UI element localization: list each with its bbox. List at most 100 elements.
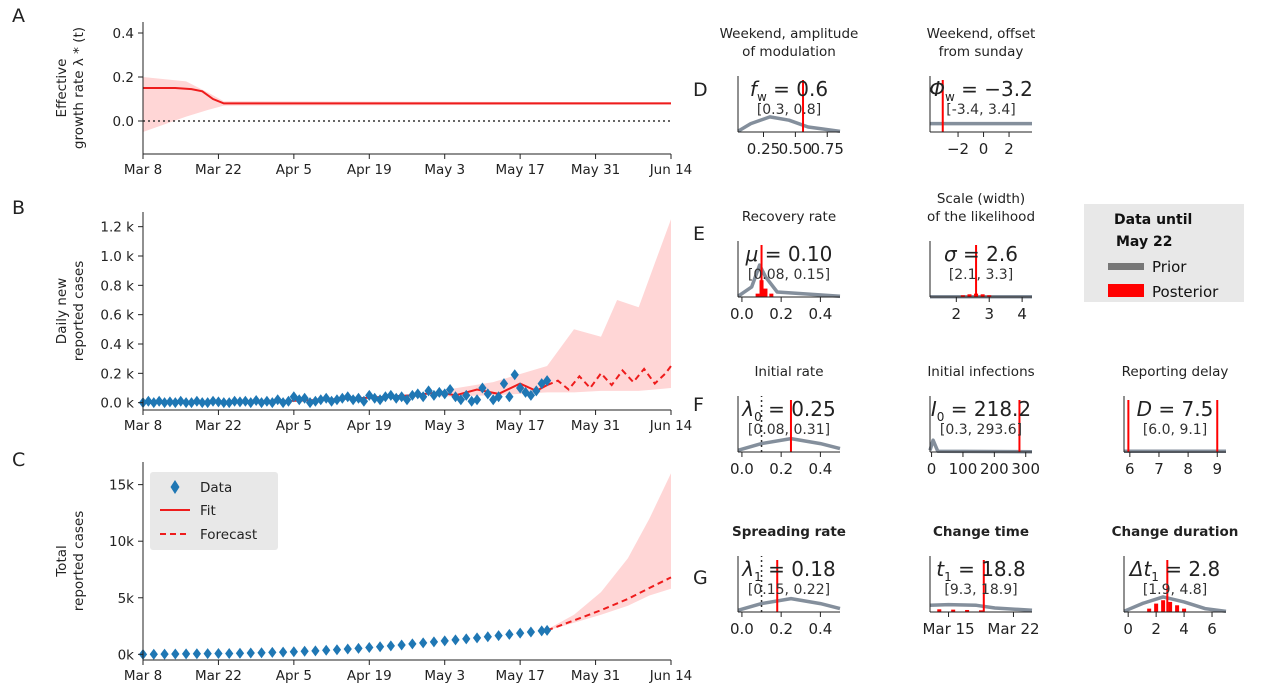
x-tick-label: Apr 19	[347, 418, 392, 434]
data-point	[386, 640, 395, 652]
y-axis-label: Effective	[54, 59, 70, 118]
data-point	[257, 397, 266, 409]
posterior-bar	[1168, 601, 1173, 612]
x-tick-label: Mar 8	[124, 162, 162, 178]
data-point	[327, 395, 336, 407]
data-point	[408, 389, 417, 401]
forecast-line	[546, 576, 672, 632]
data-point	[526, 626, 536, 638]
legend-data-label: Data	[200, 480, 232, 496]
posterior-panels: D E F G Weekend, amplitude of modulation fw = …	[693, 26, 1238, 638]
x-tick-label: Apr 19	[347, 162, 392, 178]
x-tick-label: May 3	[424, 162, 465, 178]
x-tick-label: Mar 8	[124, 668, 162, 684]
posterior-bar	[980, 294, 985, 297]
x-tick-label: May 17	[495, 162, 544, 178]
data-point	[219, 397, 228, 409]
y-tick-label: 15k	[109, 478, 134, 494]
data-point	[187, 397, 196, 409]
data-point	[160, 648, 169, 660]
prior-curve	[737, 263, 841, 299]
panel-title: Recovery rate	[742, 209, 836, 225]
data-point	[472, 632, 482, 644]
x-tick-label: May 31	[571, 418, 620, 434]
credible-interval: [2.1, 3.3]	[949, 267, 1013, 283]
data-point	[257, 647, 266, 659]
posterior-bar	[965, 609, 970, 612]
x-tick-label: 0.4	[808, 620, 832, 638]
data-point	[262, 395, 272, 407]
y-tick-label: 0.6 k	[100, 308, 134, 324]
posterior-bar	[1154, 603, 1159, 612]
x-tick-label: 0.2	[769, 620, 793, 638]
row-letter-e: E	[693, 223, 705, 245]
prior-curve	[929, 602, 1033, 613]
data-point	[300, 392, 309, 404]
data-point	[408, 638, 417, 650]
parameter-value: D = 7.5	[1137, 397, 1214, 421]
data-point	[424, 385, 433, 397]
data-point	[316, 394, 325, 406]
y-tick-label: 0.0 k	[100, 396, 134, 412]
data-point	[311, 395, 320, 407]
data-point	[171, 397, 180, 409]
x-tick-label: May 3	[424, 418, 465, 434]
x-tick-label: Mar 22	[987, 620, 1039, 638]
x-tick-label: Apr 5	[276, 162, 312, 178]
data-point	[483, 388, 492, 400]
x-tick-label: 0.0	[730, 620, 754, 638]
y-tick-label: 0.8 k	[100, 278, 134, 294]
parameter-value: λ0 = 0.25	[741, 397, 836, 424]
x-tick-label: 2	[1151, 620, 1161, 638]
data-point	[516, 627, 525, 639]
x-tick-label: 0.75	[811, 140, 844, 158]
posterior-bar	[1161, 600, 1166, 612]
x-tick-label: 0.0	[730, 460, 754, 478]
prior-curve	[737, 115, 841, 134]
prior-curve	[737, 596, 841, 612]
x-tick-label: 0.4	[808, 460, 832, 478]
data-point	[165, 396, 175, 408]
x-tick-label: May 31	[571, 162, 620, 178]
parameter-value: fw = 0.6	[750, 77, 828, 104]
posterior-bar	[937, 609, 942, 612]
fit-line	[143, 87, 671, 105]
y-tick-label: 0.4 k	[100, 337, 134, 353]
data-point	[467, 395, 476, 407]
posterior-bar	[951, 609, 956, 612]
x-tick-label: 6	[1125, 460, 1135, 478]
data-point	[429, 636, 439, 648]
data-point	[214, 648, 223, 660]
x-tick-label: 3	[984, 305, 994, 323]
row-letter-d: D	[693, 79, 708, 101]
parameter-value: Δt1 = 2.8	[1128, 557, 1220, 584]
panel-title: Initial infections	[927, 364, 1034, 380]
data-point	[419, 637, 428, 649]
x-tick-label: 100	[949, 460, 978, 478]
data-point	[397, 639, 406, 651]
x-tick-label: Mar 8	[124, 418, 162, 434]
data-point	[359, 395, 369, 407]
data-point	[235, 647, 245, 659]
data-point	[419, 391, 428, 403]
x-tick-label: Apr 19	[347, 668, 392, 684]
data-point	[144, 395, 153, 407]
data-point	[516, 382, 525, 394]
parameter-value: λ1 = 0.18	[741, 557, 836, 584]
x-tick-label: Jun 14	[649, 418, 693, 434]
data-point	[532, 385, 541, 397]
panel-change-duration: Change duration Δt1 = 2.8[1.9, 4.8] 0 2 4 6	[1112, 524, 1239, 638]
data-point	[241, 395, 250, 407]
panel-c: C Mar 8 Mar 22 Apr 5 Apr 19 May 3 May 17 May 31…	[12, 449, 692, 684]
data-point	[542, 624, 552, 636]
panel-title: Change time	[933, 524, 1029, 540]
x-tick-label: Mar 22	[195, 418, 242, 434]
forecast-line	[546, 365, 672, 391]
x-tick-label: Apr 5	[276, 418, 312, 434]
posterior-bar	[967, 294, 972, 297]
x-tick-label: Mar 22	[195, 668, 242, 684]
data-point	[203, 648, 212, 660]
prior-curve	[1123, 595, 1227, 614]
data-point	[483, 631, 492, 643]
